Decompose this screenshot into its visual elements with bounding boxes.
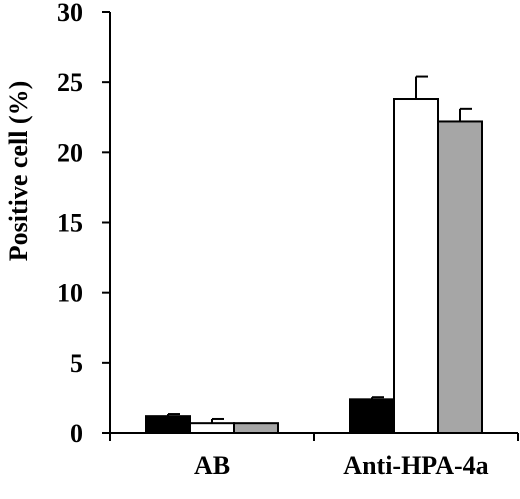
y-axis-title: Positive cell (%) <box>4 81 33 262</box>
error-bars <box>167 75 472 424</box>
category-label: Anti-HPA-4a <box>343 451 488 480</box>
bars <box>145 98 483 435</box>
y-tick-label: 20 <box>57 138 83 167</box>
category-labels: AB Anti-HPA-4a <box>194 451 489 480</box>
y-tick-label: 30 <box>57 0 83 27</box>
category-label: AB <box>194 451 230 480</box>
y-tick-label: 10 <box>57 279 83 308</box>
y-ticks: 0 5 10 15 20 25 30 <box>57 0 110 448</box>
y-tick-label: 0 <box>70 419 83 448</box>
bar <box>233 422 279 434</box>
bar <box>145 415 191 435</box>
y-tick-label: 25 <box>57 68 83 97</box>
bar <box>437 120 483 435</box>
y-tick-label: 5 <box>70 349 83 378</box>
y-tick-label: 15 <box>57 209 83 238</box>
bar <box>349 398 395 435</box>
bar <box>189 422 235 434</box>
bar <box>393 98 439 435</box>
